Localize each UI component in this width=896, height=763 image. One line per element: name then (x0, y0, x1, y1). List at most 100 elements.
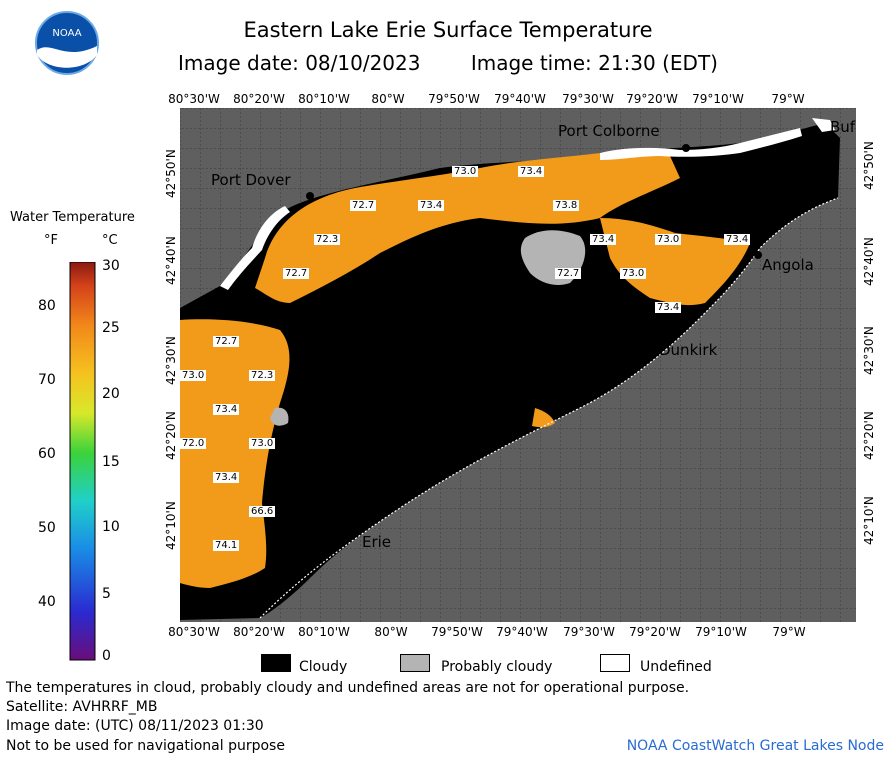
lon-label-top: 79°50'W (428, 92, 480, 106)
c-tick: 15 (102, 454, 120, 470)
temp-label: 72.7 (283, 268, 310, 279)
image-date: Image date: 08/10/2023 (178, 51, 421, 75)
f-tick: 40 (38, 594, 56, 610)
lon-label-bottom: 79°10'W (695, 625, 747, 639)
lon-label-top: 80°30'W (168, 92, 220, 106)
lat-label-right: 42°50'N (862, 141, 876, 190)
south-shoreline (259, 197, 839, 619)
city-marker-port-dover (306, 192, 314, 200)
lat-label-right: 42°30'N (862, 326, 876, 375)
c-tick: 5 (102, 586, 111, 602)
lon-label-bottom: 79°30'W (563, 625, 615, 639)
lat-label-left: 42°20'N (164, 411, 178, 460)
lon-label-top: 79°10'W (692, 92, 744, 106)
lon-label-bottom: 79°20'W (629, 625, 681, 639)
temp-label: 73.0 (249, 438, 276, 449)
undefined-fringe (220, 206, 290, 290)
utc-date-text: Image date: (UTC) 08/11/2023 01:30 (6, 718, 264, 734)
temp-label: 73.4 (518, 166, 545, 177)
image-time: Image time: 21:30 (EDT) (470, 51, 718, 75)
temp-label: 73.0 (180, 370, 207, 381)
city-marker-angola (754, 251, 762, 259)
water-region-west (180, 319, 290, 588)
cloudy-swatch (261, 654, 291, 672)
lat-label-left: 42°10'N (164, 501, 178, 550)
water-region-north (255, 150, 680, 303)
lon-label-top: 79°30'W (562, 92, 614, 106)
temp-label: 73.4 (213, 404, 240, 415)
map-title: Eastern Lake Erie Surface Temperature (243, 18, 653, 42)
lon-label-bottom: 80°W (374, 625, 408, 639)
unit-fahrenheit: °F (44, 233, 58, 248)
noaa-logo: NOAA (35, 11, 99, 75)
place-erie: Erie (362, 533, 392, 551)
f-tick: 60 (38, 446, 56, 462)
temp-label: 72.7 (350, 200, 377, 211)
lon-label-bottom: 79°W (772, 625, 806, 639)
image-datetime: Image date: 08/10/2023 Image time: 21:30… (0, 51, 896, 75)
place-port-dover: Port Dover (211, 171, 291, 189)
satellite-text: Satellite: AVHRRF_MB (6, 699, 158, 715)
temp-label: 73.0 (452, 166, 479, 177)
lon-label-bottom: 80°20'W (233, 625, 285, 639)
temp-label: 73.0 (655, 234, 682, 245)
lon-label-top: 80°W (371, 92, 405, 106)
city-marker-buffalo (826, 136, 834, 144)
lat-label-left: 42°50'N (164, 149, 178, 198)
legend-title: Water Temperature (10, 210, 135, 225)
temp-label: 73.4 (418, 200, 445, 211)
temp-label: 73.4 (213, 472, 240, 483)
lon-label-bottom: 79°40'W (496, 625, 548, 639)
lat-label-right: 42°20'N (862, 411, 876, 460)
logo-text: NOAA (52, 28, 81, 39)
temp-label: 66.6 (249, 506, 276, 517)
disclaimer-text: The temperatures in cloud, probably clou… (6, 680, 690, 696)
f-tick: 80 (38, 298, 56, 314)
lat-label-right: 42°10'N (862, 496, 876, 545)
unit-celsius: °C (102, 233, 118, 248)
place-buffalo: Buf (830, 118, 856, 136)
lat-label-right: 42°40'N (862, 237, 876, 286)
temp-label: 72.7 (213, 336, 240, 347)
temp-label: 73.4 (590, 234, 617, 245)
temp-label: 72.3 (314, 234, 341, 245)
f-tick: 70 (38, 372, 56, 388)
probably-cloudy-swatch (400, 654, 430, 672)
place-angola: Angola (762, 256, 814, 274)
undefined-fringe (600, 128, 802, 160)
city-marker-dunkirk (649, 338, 657, 346)
c-tick: 10 (102, 519, 120, 535)
temp-label: 73.8 (553, 200, 580, 211)
temp-label: 73.4 (724, 234, 751, 245)
city-marker-port-colborne (682, 144, 690, 152)
temperature-colorbar (69, 262, 96, 661)
c-tick: 25 (102, 320, 120, 336)
lat-label-left: 42°40'N (164, 236, 178, 285)
credit-text: NOAA CoastWatch Great Lakes Node (626, 738, 884, 754)
temp-label: 74.1 (213, 540, 240, 551)
place-port-colborne: Port Colborne (558, 122, 660, 140)
lon-label-top: 80°10'W (298, 92, 350, 106)
c-tick: 20 (102, 386, 120, 402)
temp-label: 72.0 (180, 438, 207, 449)
c-tick: 30 (102, 258, 120, 274)
lon-label-top: 79°40'W (494, 92, 546, 106)
undefined-label: Undefined (640, 659, 712, 675)
lon-label-bottom: 80°30'W (168, 625, 220, 639)
lat-label-left: 42°30'N (164, 336, 178, 385)
lon-label-bottom: 79°50'W (431, 625, 483, 639)
place-dunkirk: Dunkirk (659, 341, 718, 359)
lake-erie-map (180, 108, 856, 622)
f-tick: 50 (38, 520, 56, 536)
lon-label-bottom: 80°10'W (298, 625, 350, 639)
undefined-swatch (600, 654, 630, 672)
lon-label-top: 79°20'W (626, 92, 678, 106)
probably-cloudy-label: Probably cloudy (441, 659, 553, 675)
cloudy-label: Cloudy (299, 659, 348, 675)
probably-cloudy-patch (270, 407, 289, 426)
water-region-southeast (532, 408, 555, 428)
temp-label: 73.0 (620, 268, 647, 279)
navigation-warning: Not to be used for navigational purpose (6, 738, 285, 754)
lon-label-top: 80°20'W (233, 92, 285, 106)
lon-label-top: 79°W (771, 92, 805, 106)
